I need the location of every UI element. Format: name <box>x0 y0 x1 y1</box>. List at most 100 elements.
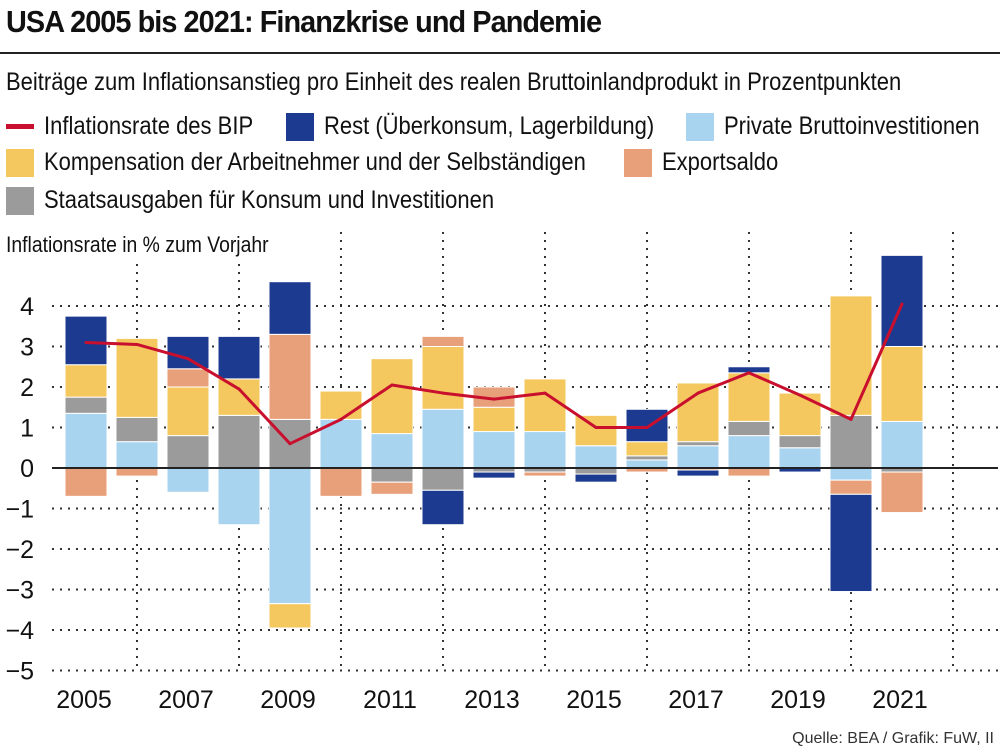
bar-invest-2020 <box>829 467 873 481</box>
legend-label-inflation: Inflationsrate des BIP <box>44 112 254 140</box>
legend-swatch-rest <box>286 112 314 141</box>
bar-invest-2015 <box>574 445 618 469</box>
y-tick-label: −4 <box>5 617 34 645</box>
bar-comp-2012 <box>421 346 465 410</box>
y-tick-label: 1 <box>20 415 34 443</box>
bar-invest-2021 <box>880 420 924 469</box>
bar-invest-2019 <box>778 447 822 469</box>
bar-invest-2006 <box>115 441 159 469</box>
x-tick-label: 2009 <box>260 686 316 714</box>
y-tick-label: −1 <box>5 496 34 524</box>
bar-gov-2017 <box>676 441 720 447</box>
bar-invest-2007 <box>166 467 210 493</box>
title-divider <box>0 52 1000 54</box>
y-tick-label: 2 <box>20 374 34 402</box>
bar-rest-2017 <box>676 469 720 477</box>
bar-export-2009 <box>268 333 312 420</box>
bar-comp-2020 <box>829 295 873 416</box>
bar-comp-2015 <box>574 414 618 447</box>
bar-rest-2021 <box>880 254 924 347</box>
bar-rest-2009 <box>268 281 312 335</box>
bar-gov-2005 <box>64 396 108 414</box>
legend-item-comp: Kompensation der Arbeitnehmer und der Se… <box>6 148 660 177</box>
chart-subtitle: Beiträge zum Inflationsanstieg pro Einhe… <box>6 68 902 96</box>
bar-gov-2016 <box>625 455 669 461</box>
legend-swatch-inflation <box>6 124 34 129</box>
legend-swatch-gov <box>6 186 34 215</box>
bar-invest-2011 <box>370 433 414 469</box>
bar-comp-2014 <box>523 378 567 433</box>
source-note: Quelle: BEA / Grafik: FuW, II <box>792 730 994 747</box>
y-axis-label: Inflationsrate in % zum Vorjahr <box>6 232 273 258</box>
y-tick-label: −2 <box>5 536 34 564</box>
bar-export-2006 <box>115 467 159 477</box>
y-tick-label: 3 <box>20 334 34 362</box>
inflation-point-2011 <box>390 383 394 387</box>
bar-comp-2016 <box>625 441 669 457</box>
legend-item-export: Exportsaldo <box>624 148 794 177</box>
inflation-point-2006 <box>135 342 139 346</box>
legend-label-comp: Kompensation der Arbeitnehmer und der Se… <box>44 148 586 176</box>
bar-invest-2008 <box>217 467 261 526</box>
legend-swatch-comp <box>6 148 34 177</box>
bar-gov-2012 <box>421 467 465 491</box>
x-tick-label: 2005 <box>56 686 112 714</box>
x-tick-label: 2021 <box>872 686 928 714</box>
legend-item-inflation: Inflationsrate des BIP <box>6 112 282 141</box>
inflation-point-2021 <box>900 302 904 306</box>
y-tick-label: −5 <box>5 658 34 686</box>
bar-invest-2016 <box>625 459 669 469</box>
y-tick-label: 4 <box>20 293 34 321</box>
bar-rest-2020 <box>829 493 873 593</box>
inflation-point-2018 <box>747 371 751 375</box>
bar-comp-2009 <box>268 603 312 629</box>
bar-gov-2011 <box>370 467 414 483</box>
legend-item-invest: Private Bruttoinvestitionen <box>686 112 1000 141</box>
bar-invest-2009 <box>268 467 312 605</box>
x-tick-label: 2013 <box>464 686 520 714</box>
legend-label-invest: Private Bruttoinvestitionen <box>724 112 980 140</box>
bar-gov-2008 <box>217 414 261 469</box>
inflation-point-2017 <box>696 391 700 395</box>
bar-rest-2012 <box>421 489 465 526</box>
bar-invest-2013 <box>472 431 516 469</box>
legend-item-rest: Rest (Überkonsum, Lagerbildung) <box>286 112 699 141</box>
bar-comp-2019 <box>778 392 822 437</box>
inflation-point-2012 <box>441 391 445 395</box>
bar-rest-2008 <box>217 335 261 380</box>
inflation-point-2020 <box>849 417 853 421</box>
inflation-point-2010 <box>339 417 343 421</box>
bar-export-2010 <box>319 467 363 497</box>
y-tick-label: 0 <box>20 455 34 483</box>
x-tick-label: 2011 <box>363 686 417 714</box>
inflation-point-2013 <box>492 397 496 401</box>
bar-comp-2013 <box>472 406 516 433</box>
inflation-point-2019 <box>798 393 802 397</box>
bar-invest-2018 <box>727 435 771 469</box>
bar-comp-2007 <box>166 386 210 437</box>
bar-rest-2005 <box>64 315 108 366</box>
bar-invest-2005 <box>64 412 108 469</box>
x-tick-label: 2007 <box>158 686 214 714</box>
x-tick-label: 2015 <box>566 686 622 714</box>
bar-export-2020 <box>829 479 873 495</box>
bar-comp-2006 <box>115 337 159 418</box>
bar-export-2021 <box>880 471 924 514</box>
bar-comp-2010 <box>319 390 363 420</box>
bar-rest-2016 <box>625 408 669 443</box>
x-tick-label: 2019 <box>770 686 826 714</box>
legend-swatch-export <box>624 148 652 177</box>
chart-title: USA 2005 bis 2021: Finanzkrise und Pande… <box>6 4 602 39</box>
bar-gov-2007 <box>166 435 210 469</box>
bar-invest-2017 <box>676 445 720 469</box>
bar-rest-2013 <box>472 471 516 479</box>
legend-item-gov: Staatsausgaben für Konsum und Investitio… <box>6 186 555 215</box>
y-tick-label: −3 <box>5 577 34 605</box>
bar-gov-2020 <box>829 414 873 469</box>
legend-swatch-invest <box>686 112 714 141</box>
bar-rest-2015 <box>574 473 618 483</box>
x-tick-label: 2017 <box>668 686 724 714</box>
inflation-point-2014 <box>543 391 547 395</box>
inflation-point-2007 <box>186 357 190 361</box>
